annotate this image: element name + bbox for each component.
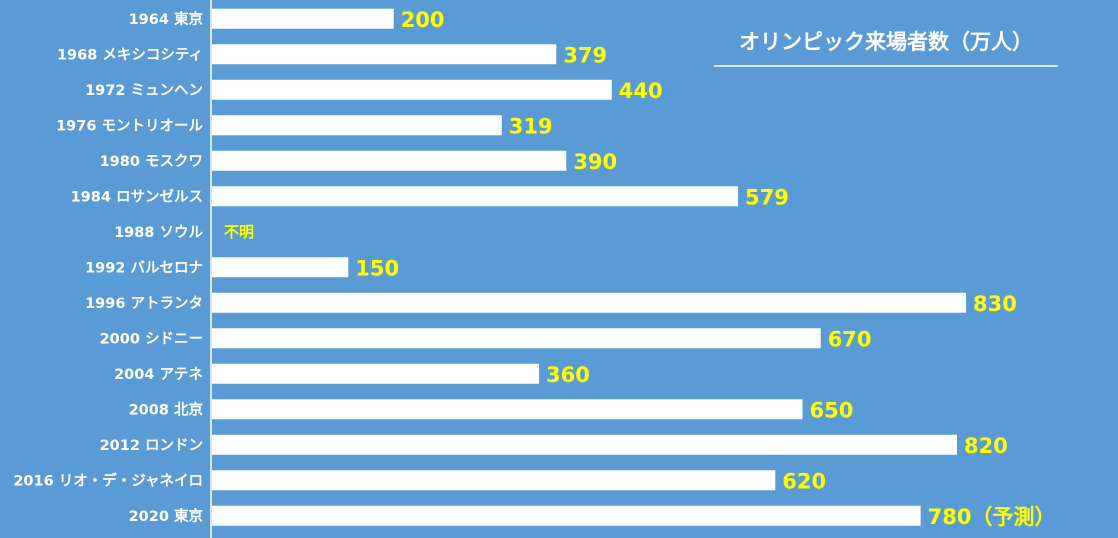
category-label: 1980 モスクワ: [100, 153, 203, 170]
category-label: 1992 バルセロナ: [85, 259, 203, 276]
bars-group: [212, 8, 967, 526]
data-label: 579: [745, 185, 789, 209]
bar: [212, 505, 921, 526]
data-label: 620: [782, 469, 826, 493]
category-label: 2020 東京: [129, 507, 203, 525]
category-label: 1964 東京: [129, 10, 203, 28]
data-label: 390: [573, 150, 617, 174]
bar: [212, 292, 967, 313]
bar: [212, 434, 957, 455]
bar: [212, 470, 776, 491]
category-label: 1988 ソウル: [114, 224, 203, 241]
category-label: 1972 ミュンヘン: [85, 83, 203, 99]
bar: [212, 257, 349, 278]
data-label: 360: [546, 363, 590, 387]
category-label: 2000 シドニー: [100, 331, 203, 347]
bar: [212, 363, 540, 384]
bar: [212, 186, 739, 207]
category-label: 2008 北京: [129, 400, 203, 418]
bar: [212, 44, 557, 65]
category-label: 1996 アトランタ: [85, 295, 203, 312]
category-label: 2004 アテネ: [114, 366, 203, 383]
bar: [212, 8, 394, 29]
data-label: 200: [401, 8, 445, 32]
category-label: 1976 モントリオール: [56, 117, 203, 134]
data-label: 820: [964, 434, 1008, 458]
data-label: 440: [619, 79, 663, 103]
chart-title: オリンピック来場者数（万人）: [739, 30, 1033, 54]
category-label: 1984 ロサンゼルス: [71, 187, 203, 205]
bar: [212, 150, 567, 171]
data-label: 670: [828, 327, 872, 351]
value-labels-group: 200 379 440 319 390 579 不明 150 830 670 360 650 820 62…: [224, 8, 1055, 529]
data-label: 150: [355, 256, 399, 280]
category-label: 1968 メキシコシティ: [57, 47, 203, 63]
bar: [212, 328, 821, 349]
data-label: 830: [973, 292, 1017, 316]
category-label: 2012 ロンドン: [100, 438, 203, 454]
data-label: 319: [509, 114, 553, 138]
bar: [212, 399, 803, 420]
bar: [212, 79, 612, 100]
category-label: 2016 リオ・デ・ジャネイロ: [13, 471, 203, 489]
data-label: 650: [810, 398, 854, 422]
bar: [212, 115, 502, 136]
data-label: 780（予測）: [928, 505, 1056, 529]
data-label: 379: [563, 43, 607, 67]
data-label: 不明: [224, 223, 254, 241]
category-labels-group: 1964 東京 1968 メキシコシティ 1972 ミュンヘン 1976 モントリオー…: [13, 10, 203, 525]
